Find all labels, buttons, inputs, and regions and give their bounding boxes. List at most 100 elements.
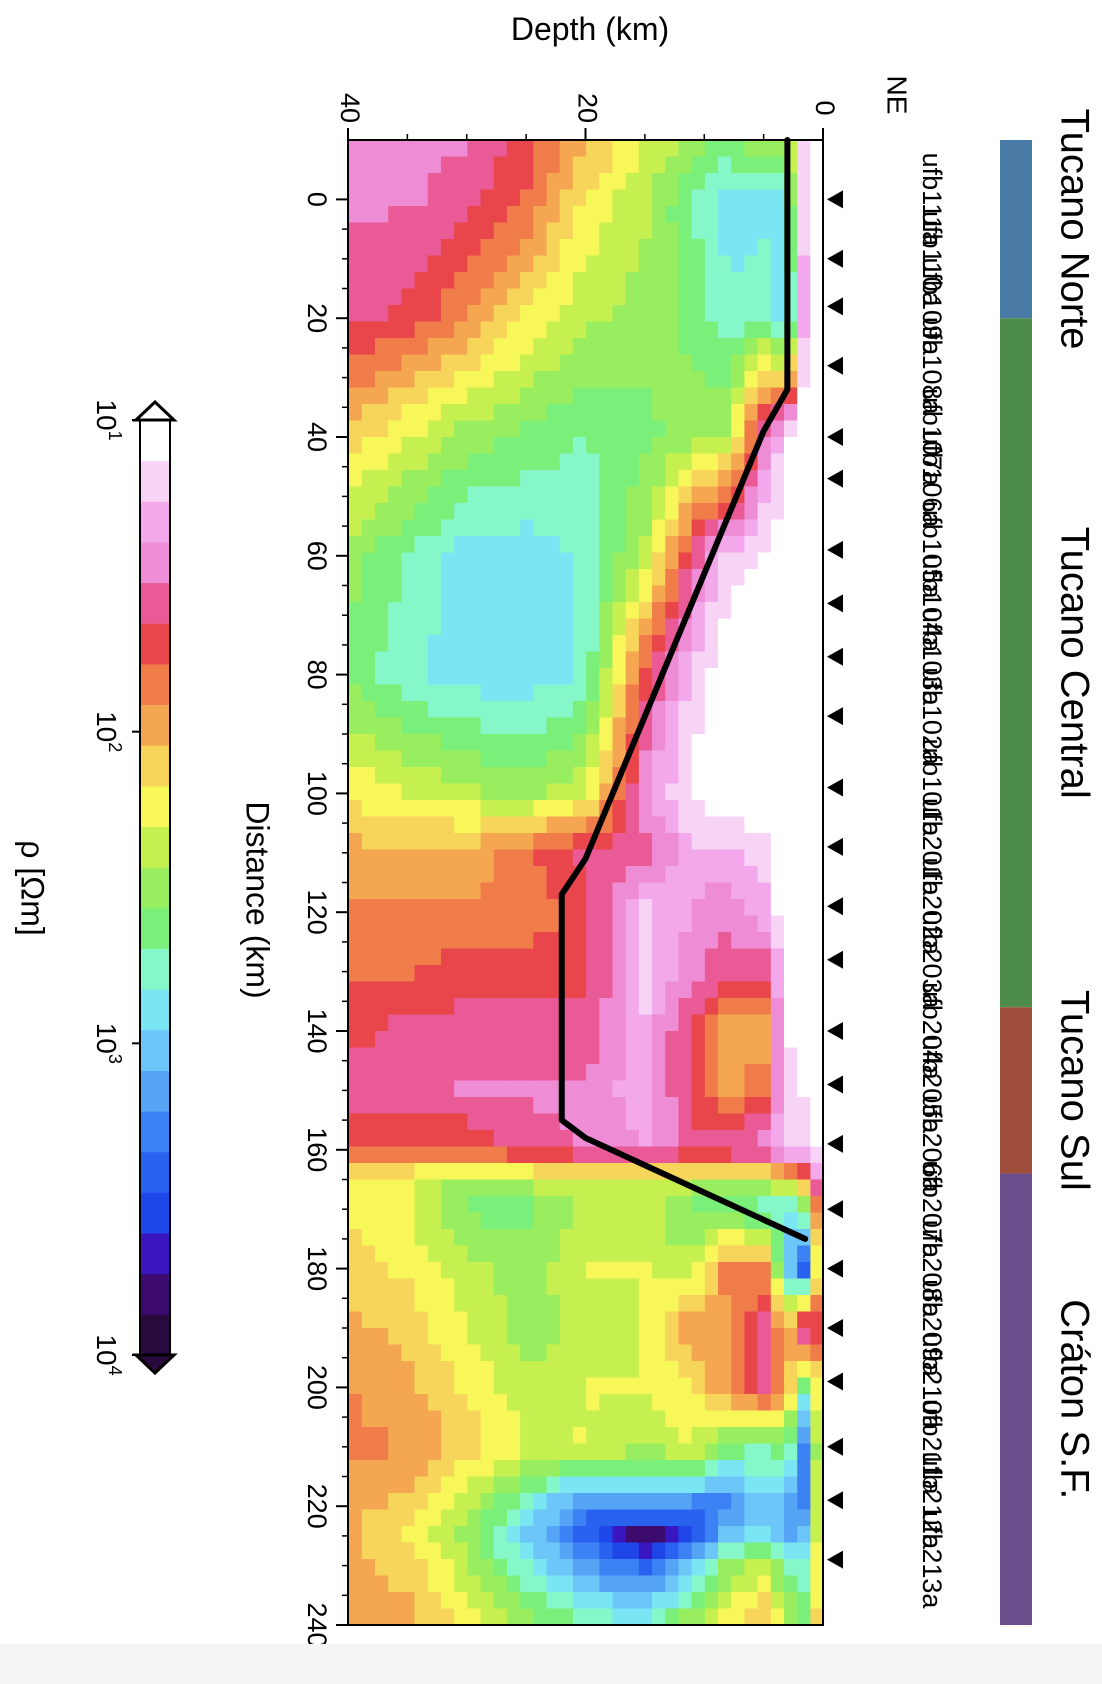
heatmap-cell — [638, 833, 653, 851]
heatmap-cell — [691, 321, 705, 339]
heatmap-cell — [427, 140, 441, 158]
heatmap-cell — [691, 833, 705, 851]
heatmap-cell — [770, 1377, 785, 1395]
heatmap-cell — [809, 569, 824, 587]
heatmap-cell — [743, 668, 758, 686]
heatmap-cell — [743, 998, 758, 1016]
heatmap-cell — [704, 272, 719, 290]
heatmap-cell — [519, 1113, 534, 1131]
heatmap-cell — [374, 569, 389, 587]
heatmap-cell — [545, 1163, 560, 1181]
heatmap-cell — [453, 1410, 468, 1428]
heatmap-cell — [717, 1229, 732, 1247]
heatmap-cell — [704, 1146, 719, 1164]
heatmap-cell — [559, 783, 573, 801]
heatmap-cell — [545, 222, 560, 240]
heatmap-cell — [361, 486, 375, 504]
heatmap-cell — [348, 816, 362, 834]
heatmap-cell — [717, 387, 732, 405]
heatmap-cell — [572, 1427, 587, 1445]
heatmap-cell — [545, 1080, 560, 1098]
heatmap-cell — [585, 717, 600, 735]
heatmap-cell — [743, 717, 758, 735]
heatmap-cell — [427, 321, 441, 339]
heatmap-cell — [479, 1410, 494, 1428]
heatmap-cell — [770, 453, 785, 471]
heatmap-cell — [783, 1394, 798, 1412]
heatmap-cell — [440, 1542, 455, 1560]
heatmap-cell — [743, 1014, 758, 1032]
heatmap-cell — [532, 470, 547, 488]
heatmap-cell — [572, 404, 587, 422]
heatmap-cell — [374, 206, 389, 224]
heatmap-cell — [361, 998, 375, 1016]
heatmap-cell — [625, 948, 639, 966]
heatmap-cell — [545, 932, 560, 950]
heatmap-cell — [400, 1476, 415, 1494]
heatmap-cell — [400, 866, 415, 884]
heatmap-cell — [796, 684, 811, 702]
heatmap-cell — [809, 965, 824, 983]
heatmap-cell — [757, 948, 771, 966]
heatmap-cell — [387, 1262, 402, 1280]
heatmap-cell — [387, 536, 402, 554]
heatmap-cell — [545, 701, 560, 719]
heatmap-cell — [638, 899, 653, 917]
heatmap-cell — [611, 552, 626, 570]
heatmap-cell — [743, 981, 758, 999]
heatmap-cell — [691, 1031, 705, 1049]
heatmap-cell — [532, 932, 547, 950]
heatmap-cell — [611, 1080, 626, 1098]
heatmap-cell — [506, 1328, 521, 1346]
heatmap-cell — [704, 1377, 719, 1395]
heatmap-cell — [387, 272, 402, 290]
heatmap-cell — [440, 899, 455, 917]
station-label: ufb203a — [917, 911, 947, 1010]
heatmap-cell — [625, 1064, 639, 1082]
heatmap-cell — [545, 255, 560, 273]
heatmap-cell — [572, 503, 587, 521]
heatmap-cell — [493, 1608, 507, 1626]
heatmap-cell — [493, 948, 507, 966]
heatmap-cell — [638, 1575, 653, 1593]
heatmap-cell — [572, 618, 587, 636]
heatmap-cell — [545, 948, 560, 966]
heatmap-cell — [361, 1410, 375, 1428]
heatmap-cell — [413, 1014, 428, 1032]
heatmap-cell — [796, 1460, 811, 1478]
heatmap-cell — [625, 800, 639, 818]
heatmap-cell — [743, 915, 758, 933]
heatmap-cell — [506, 1575, 521, 1593]
heatmap-cell — [598, 519, 613, 537]
heatmap-cell — [796, 816, 811, 834]
heatmap-cell — [625, 222, 639, 240]
heatmap-cell — [730, 1460, 745, 1478]
heatmap-cell — [730, 816, 745, 834]
heatmap-cell — [400, 1295, 415, 1313]
heatmap-cell — [466, 684, 481, 702]
heatmap-cell — [796, 437, 811, 455]
heatmap-cell — [585, 536, 600, 554]
heatmap-cell — [361, 1212, 375, 1230]
heatmap-cell — [757, 272, 771, 290]
heatmap-cell — [374, 173, 389, 191]
heatmap-cell — [440, 1196, 455, 1214]
heatmap-cell — [532, 1179, 547, 1197]
heatmap-cell — [625, 1575, 639, 1593]
heatmap-cell — [638, 1196, 653, 1214]
heatmap-cell — [361, 668, 375, 686]
heatmap-cell — [348, 981, 362, 999]
heatmap-cell — [717, 1377, 732, 1395]
heatmap-cell — [519, 1278, 534, 1296]
heatmap-cell — [361, 470, 375, 488]
heatmap-cell — [625, 1542, 639, 1560]
heatmap-cell — [348, 470, 362, 488]
heatmap-cell — [585, 668, 600, 686]
heatmap-cell — [400, 371, 415, 389]
station-label: ufb102a — [917, 667, 947, 766]
heatmap-cell — [796, 272, 811, 290]
heatmap-cell — [493, 1014, 507, 1032]
heatmap-cell — [506, 338, 521, 356]
heatmap-cell — [348, 140, 362, 158]
heatmap-cell — [506, 981, 521, 999]
